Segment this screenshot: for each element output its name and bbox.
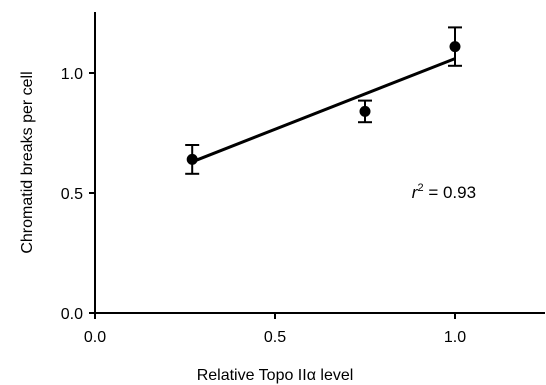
- y-tick-label: 0.5: [61, 186, 83, 203]
- data-point: [186, 153, 198, 165]
- x-tick-label: 0.0: [84, 329, 106, 346]
- y-tick-label: 0.0: [61, 306, 83, 323]
- data-point-group: [358, 99, 372, 124]
- data-points: [185, 26, 462, 175]
- y-axis-label: Chromatid breaks per cell: [19, 71, 36, 253]
- data-point: [359, 105, 371, 117]
- regression-line: [191, 57, 456, 164]
- x-axis-label: Relative Topo IIα level: [197, 367, 354, 384]
- r-symbol: r: [412, 183, 419, 202]
- x-tick-label: 1.0: [444, 329, 466, 346]
- r-value: = 0.93: [424, 183, 476, 202]
- x-tick-label: 0.5: [264, 329, 286, 346]
- axes: [94, 12, 545, 314]
- x-ticks: 0.0 0.5 1.0: [84, 313, 466, 346]
- y-tick-label: 1.0: [61, 66, 83, 83]
- data-point-group: [448, 26, 462, 67]
- data-point: [449, 41, 461, 53]
- data-point-group: [185, 144, 200, 175]
- r-squared-annotation: r2 = 0.93: [412, 182, 476, 202]
- r-exponent: 2: [417, 182, 423, 194]
- y-ticks: 0.0 0.5 1.0: [61, 66, 95, 323]
- fit-line-group: [191, 57, 456, 164]
